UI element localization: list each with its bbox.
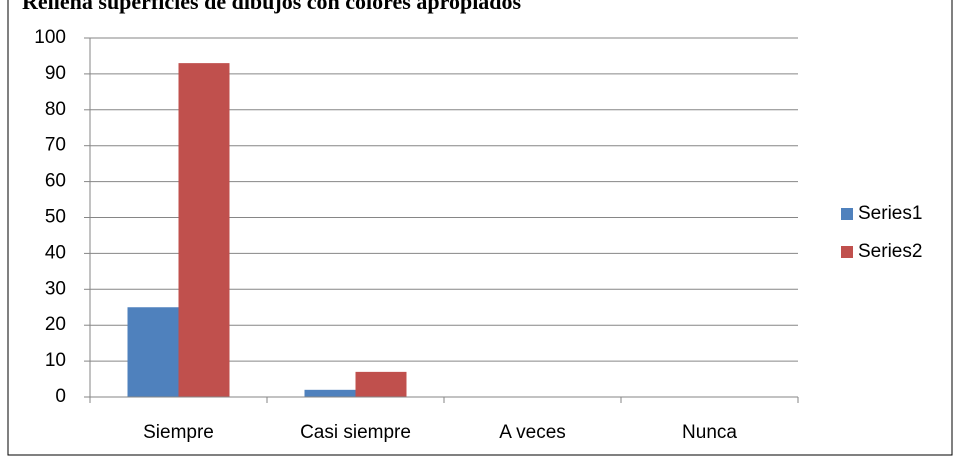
legend-swatch: [841, 246, 853, 258]
y-tick-label: 50: [45, 207, 66, 228]
chart-frame: [7, 0, 953, 456]
y-tick-label: 60: [45, 171, 66, 192]
bar: [178, 63, 230, 397]
y-tick-label: 40: [45, 242, 66, 263]
y-tick-label: 100: [34, 27, 66, 48]
x-tick-label: Casi siempre: [300, 422, 411, 443]
y-tick-label: 30: [45, 278, 66, 299]
legend-label: Series1: [858, 203, 922, 224]
y-tick-label: 70: [45, 135, 66, 156]
y-tick-label: 0: [55, 386, 66, 407]
bar: [355, 371, 407, 397]
bar: [304, 389, 356, 397]
y-tick-label: 20: [45, 314, 66, 335]
x-tick-label: A veces: [499, 422, 566, 443]
y-tick-label: 10: [45, 350, 66, 371]
x-tick-label: Siempre: [143, 422, 214, 443]
bar: [127, 307, 179, 397]
legend-label: Series2: [858, 241, 922, 262]
chart-title: Rellena superficies de dibujos con color…: [22, 0, 522, 14]
y-tick-label: 80: [45, 99, 66, 120]
x-tick-label: Nunca: [682, 422, 737, 443]
legend-swatch: [841, 208, 853, 220]
y-tick-label: 90: [45, 63, 66, 84]
